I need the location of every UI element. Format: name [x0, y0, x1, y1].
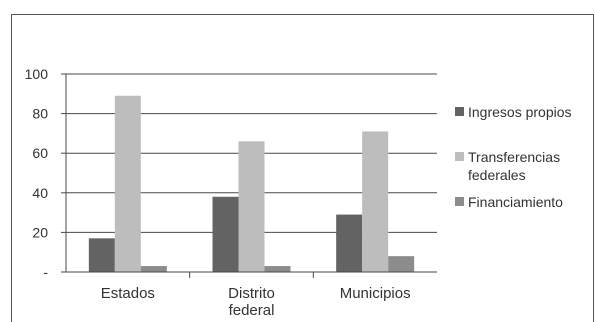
- bar: [140, 266, 167, 272]
- bar: [388, 256, 415, 272]
- bar: [362, 131, 389, 272]
- bar: [336, 214, 363, 272]
- axes: [65, 74, 437, 278]
- bar: [264, 266, 291, 272]
- y-tick-label: 80: [32, 106, 48, 122]
- bar: [238, 141, 265, 272]
- bar: [114, 95, 141, 272]
- y-tick-label: 60: [32, 145, 48, 161]
- legend: Ingresos propios Transferencias federales F…: [455, 104, 572, 210]
- legend-item: Ingresos propios: [455, 104, 572, 120]
- y-tick-label: 100: [25, 66, 49, 82]
- y-axis-ticks: - 20 40 60 80 100: [25, 66, 66, 280]
- legend-label: Ingresos propios: [468, 104, 572, 120]
- bar: [88, 238, 115, 272]
- y-tick-label: -: [43, 264, 48, 280]
- y-tick-label: 40: [32, 185, 48, 201]
- chart-frame: [11, 14, 594, 322]
- bar: [212, 196, 239, 272]
- legend-swatch: [455, 197, 464, 206]
- legend-item: Transferencias federales: [455, 149, 560, 183]
- x-category-label: Estados: [101, 285, 155, 302]
- legend-swatch: [455, 107, 464, 116]
- x-category-label: Distrito federal: [228, 285, 275, 319]
- legend-swatch: [455, 152, 464, 161]
- x-axis-labels: Estados Distrito federal Municipios: [101, 285, 411, 319]
- legend-label: Financiamiento: [468, 194, 563, 210]
- legend-item: Financiamiento: [455, 194, 563, 210]
- legend-label: Transferencias federales: [468, 149, 560, 183]
- bars: [88, 95, 415, 272]
- y-tick-label: 20: [32, 224, 48, 240]
- x-category-label: Municipios: [340, 285, 411, 302]
